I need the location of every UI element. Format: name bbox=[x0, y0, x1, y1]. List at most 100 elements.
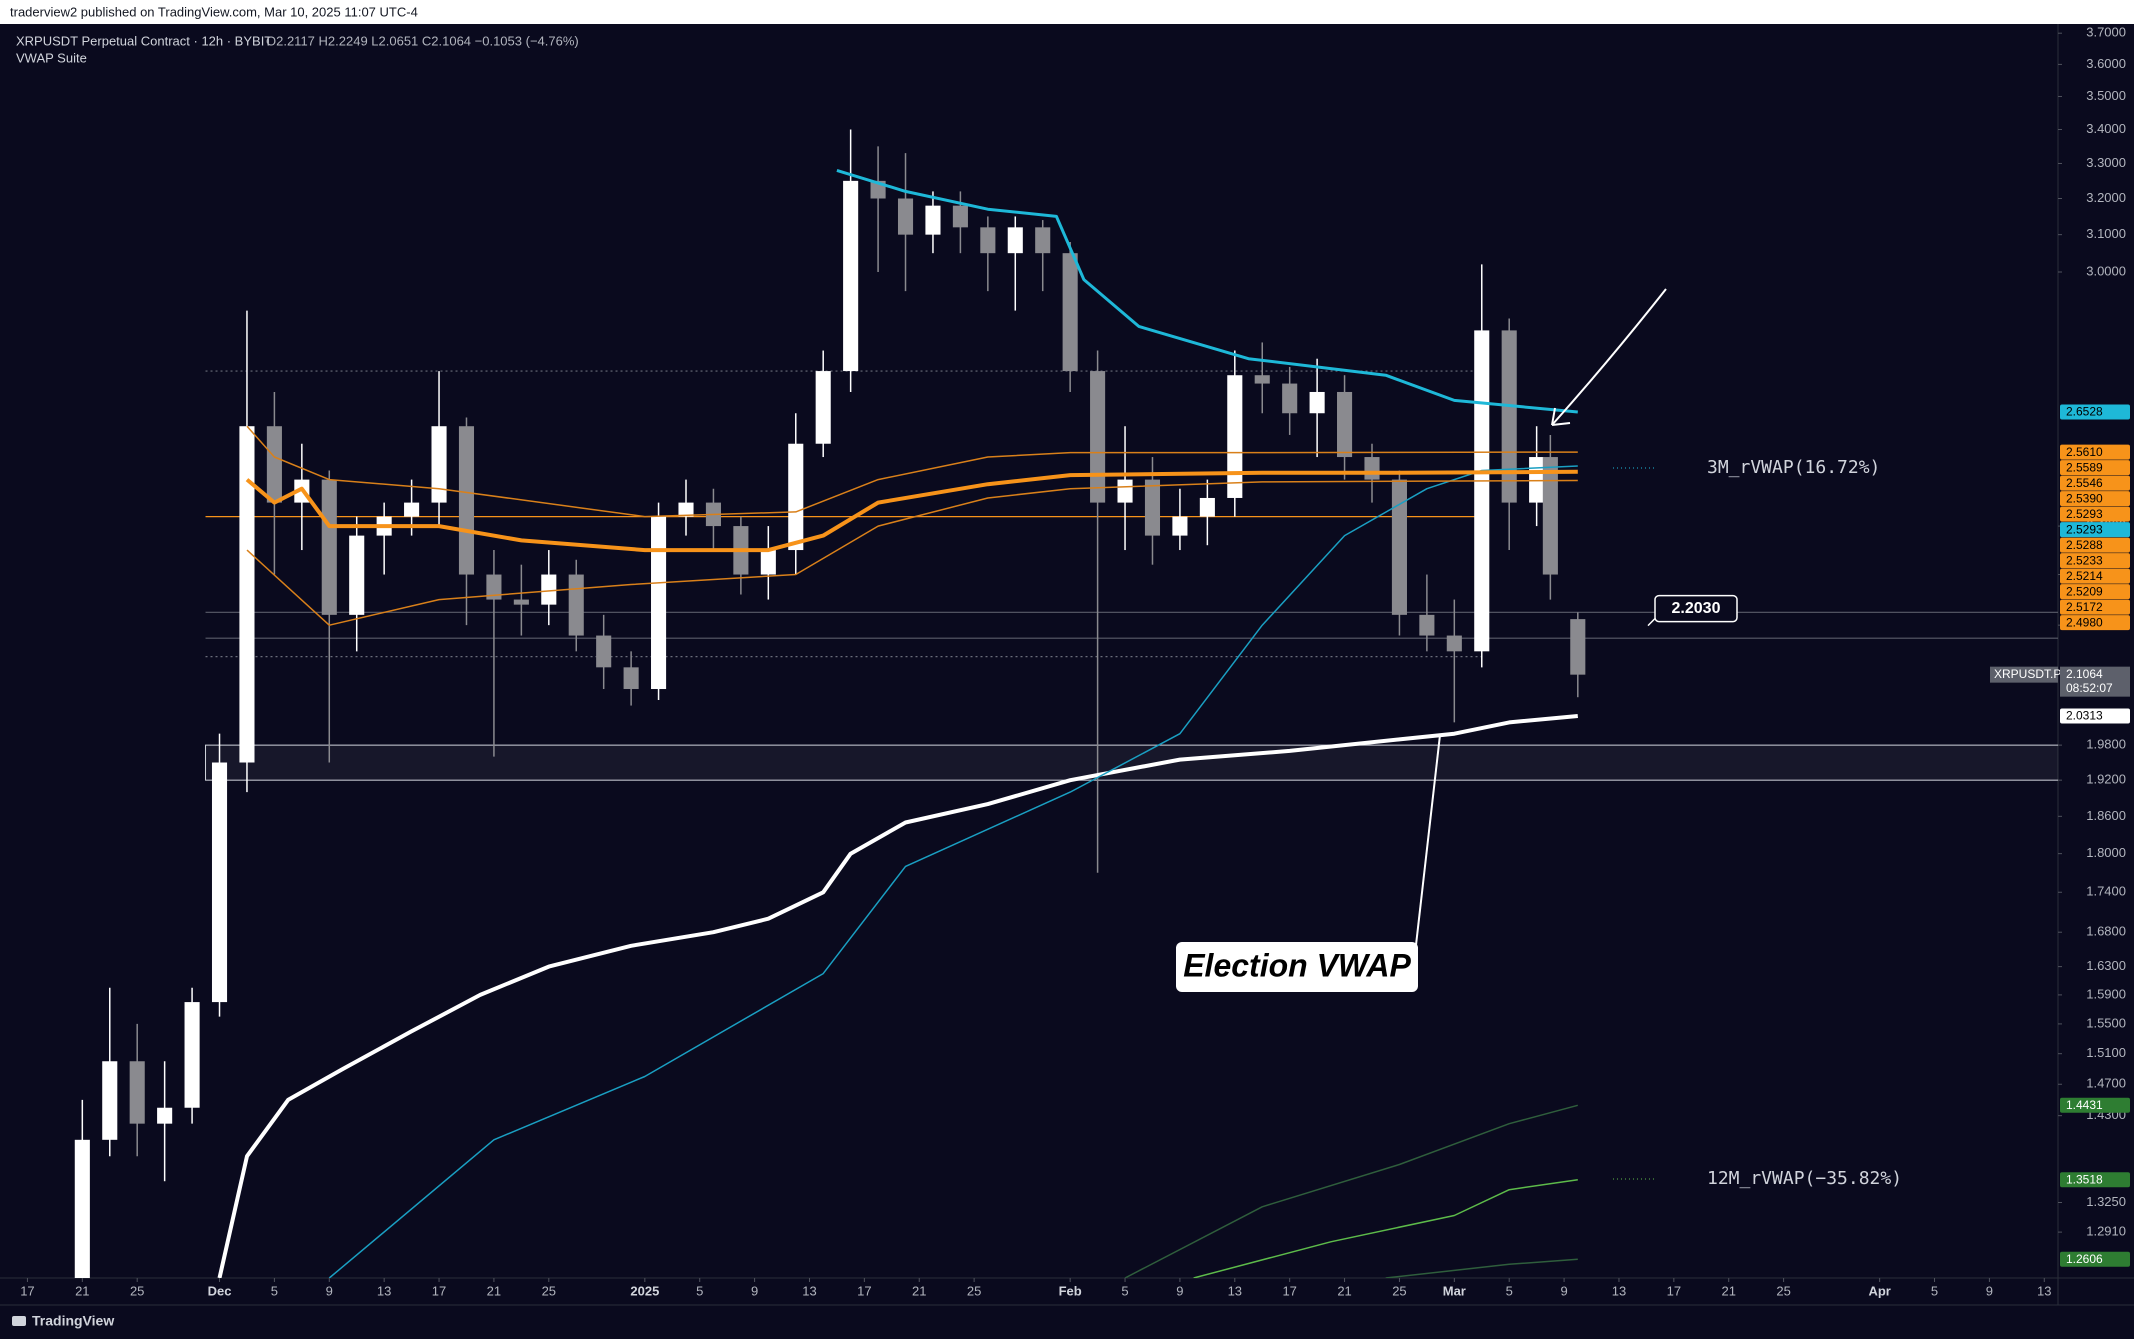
price-badge-label: 2.5172 bbox=[2066, 600, 2103, 614]
candle-body bbox=[129, 1061, 145, 1124]
x-tick-label: 25 bbox=[542, 1283, 556, 1298]
annotations: Election VWAP 3M_rVWAP(16.72%) 12M_rVWAP… bbox=[1176, 288, 1902, 1189]
x-tick-label: 13 bbox=[802, 1283, 816, 1298]
price-badge bbox=[2060, 506, 2130, 522]
candle-body bbox=[980, 227, 996, 254]
x-tick-label: 9 bbox=[326, 1283, 333, 1298]
candle-body bbox=[623, 667, 639, 690]
price-badge bbox=[2060, 584, 2130, 600]
candle-body bbox=[788, 443, 804, 551]
x-tick-label: Dec bbox=[208, 1283, 232, 1298]
x-tick-label: 5 bbox=[1121, 1283, 1128, 1298]
candle-body bbox=[321, 479, 337, 615]
candle-body bbox=[349, 535, 365, 615]
indicator-line bbox=[245, 469, 1578, 553]
price-badge-label: 2.5233 bbox=[2066, 553, 2103, 567]
candle-body bbox=[1199, 497, 1215, 517]
candle-body bbox=[102, 1061, 118, 1140]
x-tick-label: 21 bbox=[75, 1283, 89, 1298]
candle-body bbox=[1529, 457, 1545, 503]
price-badge bbox=[2060, 1097, 2130, 1113]
price-badge-label: 2.4980 bbox=[2066, 615, 2103, 629]
y-tick-label: 3.4000 bbox=[2086, 121, 2126, 136]
ohlc-legend: O2.2117 H2.2249 L2.0651 C2.1064 −0.1053 … bbox=[266, 33, 579, 48]
price-badge-label: 1.2606 bbox=[2066, 1252, 2103, 1266]
price-badge bbox=[2060, 599, 2130, 615]
candle-body bbox=[1570, 619, 1586, 675]
price-badge bbox=[2060, 444, 2130, 460]
y-tick-label: 1.9200 bbox=[2086, 772, 2126, 787]
last-price-badge bbox=[2060, 666, 2130, 697]
x-tick-label: 5 bbox=[271, 1283, 278, 1298]
y-tick-label: 3.6000 bbox=[2086, 56, 2126, 71]
price-badge bbox=[2060, 537, 2130, 553]
indicator-line bbox=[836, 168, 1578, 414]
arrow bbox=[1551, 288, 1667, 426]
y-tick-label: 3.3000 bbox=[2086, 155, 2126, 170]
x-tick-label: 21 bbox=[1337, 1283, 1351, 1298]
price-badge bbox=[2060, 553, 2130, 569]
candle-body bbox=[458, 426, 475, 575]
y-tick-label: 3.7000 bbox=[2086, 25, 2126, 40]
y-tick-label: 3.1000 bbox=[2086, 226, 2126, 241]
candle-body bbox=[897, 198, 914, 235]
y-tick-label: 1.8600 bbox=[2086, 808, 2126, 823]
x-tick-label: 17 bbox=[1667, 1283, 1681, 1298]
x-tick-label: Feb bbox=[1059, 1283, 1082, 1298]
x-tick-label: 17 bbox=[857, 1283, 871, 1298]
price-badge-label: 2.5288 bbox=[2066, 538, 2103, 552]
candle-body bbox=[1474, 330, 1490, 652]
indicator-line bbox=[1124, 1104, 1578, 1278]
candle-body bbox=[486, 574, 502, 600]
x-tick-label: 13 bbox=[2037, 1283, 2051, 1298]
candle-body bbox=[1172, 516, 1188, 536]
x-tick-label: 21 bbox=[912, 1283, 926, 1298]
y-tick-label: 3.0000 bbox=[2086, 263, 2126, 278]
footer-bar bbox=[0, 1305, 2134, 1339]
y-tick-label: 1.5500 bbox=[2086, 1015, 2126, 1030]
annotation-box bbox=[1654, 594, 1738, 623]
y-tick-label: 1.4700 bbox=[2086, 1076, 2126, 1091]
x-tick-label: Apr bbox=[1868, 1283, 1890, 1298]
axes: 3.7000 3.6000 3.5000 3.4000 3.3000 3.2000 3.10… bbox=[20, 25, 2130, 1298]
y-tick-label: 1.3250 bbox=[2086, 1194, 2126, 1209]
candle-body bbox=[843, 180, 859, 372]
x-tick-label: 9 bbox=[1176, 1283, 1183, 1298]
arrow-head bbox=[1551, 407, 1571, 426]
candle-body bbox=[1062, 253, 1078, 372]
candle-body bbox=[1254, 375, 1270, 384]
x-tick-label: 13 bbox=[1228, 1283, 1242, 1298]
candle-body bbox=[1117, 479, 1133, 503]
x-tick-label: 5 bbox=[696, 1283, 703, 1298]
candle-body bbox=[1337, 391, 1353, 458]
price-badge-label: 2.5209 bbox=[2066, 584, 2103, 598]
x-tick-label: 13 bbox=[1612, 1283, 1626, 1298]
last-price-label: 2.1064 bbox=[2066, 667, 2103, 681]
candle-body bbox=[1035, 227, 1051, 254]
price-badge-label: 1.4431 bbox=[2066, 1098, 2103, 1112]
indicator-line bbox=[217, 714, 1578, 1278]
indicator-line bbox=[246, 425, 1578, 518]
price-badge-label: 2.6528 bbox=[2066, 405, 2103, 419]
header-text: traderview2 published on TradingView.com… bbox=[10, 4, 418, 19]
x-tick-label: 2025 bbox=[630, 1283, 659, 1298]
candle-body bbox=[925, 205, 941, 235]
indicator-line bbox=[1193, 1178, 1578, 1278]
x-tick-label: 9 bbox=[751, 1283, 758, 1298]
candle-body bbox=[1501, 330, 1517, 503]
annotation-box bbox=[1176, 942, 1418, 992]
price-badge bbox=[2060, 491, 2130, 507]
indicator-line bbox=[1385, 1258, 1578, 1278]
y-tick-label: 3.5000 bbox=[2086, 88, 2126, 103]
y-tick-label: 1.5100 bbox=[2086, 1045, 2126, 1060]
y-tick-label: 1.6800 bbox=[2086, 924, 2126, 939]
price-badge-label: 2.5390 bbox=[2066, 491, 2103, 505]
candle-body bbox=[1309, 391, 1325, 414]
candle-body bbox=[513, 599, 529, 605]
candle-body bbox=[1090, 371, 1106, 503]
annotation-text: 2.2030 bbox=[1672, 600, 1721, 617]
y-tick-label: 1.6300 bbox=[2086, 958, 2126, 973]
